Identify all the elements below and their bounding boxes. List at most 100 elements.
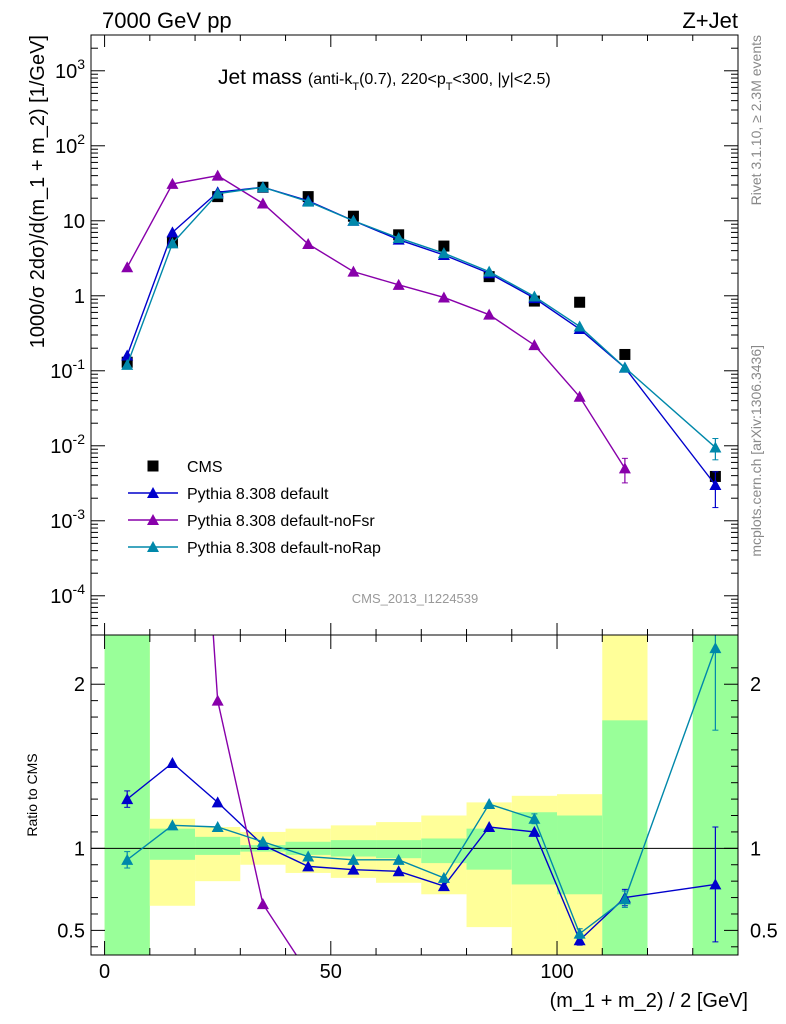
ratio-frame (90, 634, 739, 956)
ratio-point-noRap (256, 835, 269, 847)
y-tick-label: 1 (74, 286, 85, 308)
data-point-noFsr (302, 238, 315, 250)
ratio-point-noRap (392, 853, 405, 865)
legend-marker (147, 487, 159, 498)
data-point-noFsr (392, 278, 405, 290)
main-y-axis-label: 1000/σ 2dσ)/d(m_1 + m_2) [1/GeV] (27, 35, 49, 348)
series-line-noFsr (126, 174, 626, 469)
title-detail-part: (0.7), 220<p (359, 71, 446, 88)
title-detail-part: <300, |y|<2.5) (453, 71, 551, 88)
y-tick-label: 103 (55, 56, 85, 83)
ratio-band-green (466, 828, 512, 870)
data-point-noFsr (166, 177, 179, 189)
data-point-noRap (709, 441, 722, 453)
ratio-point-default (211, 796, 224, 808)
data-point-noRap (302, 195, 315, 207)
ratio-point-default (528, 825, 541, 837)
ratio-point-noRap (483, 798, 496, 810)
x-axis-label: (m_1 + m_2) / 2 [GeV] (550, 990, 748, 1012)
data-point-noRap (528, 290, 541, 302)
data-point-noRap (392, 231, 405, 243)
data-point-noRap (573, 320, 586, 332)
ratio-point-default (302, 860, 315, 872)
y-tick-label: 10-2 (50, 431, 85, 458)
ratio-y-tick-label-right: 0.5 (750, 920, 778, 942)
data-point-cms (574, 296, 586, 308)
ratio-band-green (602, 720, 648, 955)
ratio-axes: 0.5 0.5 1 1 2 2 0 50 100 (57, 634, 778, 983)
ratio-point-noRap (437, 871, 450, 883)
ratio-point-default (483, 821, 496, 832)
ratio-series-noRap (121, 635, 722, 940)
data-point-noRap (166, 237, 179, 249)
ratio-band-green (421, 838, 467, 864)
data-point-noFsr (618, 462, 631, 474)
x-tick-label: 50 (320, 961, 342, 983)
legend-item-noFsr: Pythia 8.308 default-noFsr (128, 513, 375, 530)
header-left-label: 7000 GeV pp (102, 8, 232, 33)
data-point-noRap (211, 187, 224, 199)
data-point-noFsr (347, 265, 360, 277)
data-point-noFsr (528, 339, 541, 351)
data-point-noFsr (437, 291, 450, 303)
x-tick-label: 0 (99, 961, 110, 983)
data-point-noFsr (573, 390, 586, 402)
ratio-point-noRap (618, 893, 631, 905)
data-point-noRap (437, 247, 450, 259)
ratio-point-noFsr (256, 898, 269, 910)
series-noFsr (121, 169, 631, 484)
data-point-noRap (618, 361, 631, 373)
ratio-point-default (166, 757, 179, 768)
ratio-bands (104, 635, 738, 955)
ratio-band-green (376, 840, 422, 859)
data-point-noRap (347, 214, 360, 226)
legend-label: CMS (187, 459, 223, 476)
ratio-point-noRap (573, 927, 586, 939)
series-line-noRap (126, 186, 716, 448)
ratio-point-default (392, 865, 405, 877)
legend-marker (147, 541, 159, 552)
ratio-y-tick-label-right: 2 (750, 674, 761, 696)
data-point-noRap (256, 181, 269, 193)
data-point-default (166, 226, 179, 238)
legend-item-default: Pythia 8.308 default (128, 486, 329, 503)
analysis-watermark: CMS_2013_I1224539 (352, 591, 479, 606)
ratio-point-noFsr (211, 694, 224, 706)
title-detail-part: (anti-k (308, 71, 353, 88)
y-tick-label: 10 (63, 211, 85, 233)
plot-title-detail: (anti-kT(0.7), 220<pT<300, |y|<2.5) (308, 71, 551, 93)
ratio-point-noRap (166, 819, 179, 831)
ratio-y-tick-label-right: 1 (750, 838, 761, 860)
ratio-band-green (195, 836, 241, 855)
plot-title: Jet mass (anti-kT(0.7), 220<pT<300, |y|<… (218, 66, 551, 93)
data-point-cms (619, 348, 631, 360)
subscript-T: T (352, 81, 359, 93)
subscript-T: T (446, 81, 453, 93)
header-right-label: Z+Jet (682, 8, 738, 33)
ratio-point-default (709, 878, 722, 890)
y-tick-label: 102 (55, 131, 85, 158)
ratio-point-default (437, 880, 450, 892)
data-point-noRap (483, 265, 496, 277)
ratio-series-noFsr (211, 635, 298, 955)
data-point-noFsr (211, 169, 224, 181)
ratio-point-noRap (528, 812, 541, 824)
main-data-layer (121, 169, 722, 509)
ratio-y-tick-label: 1 (74, 838, 85, 860)
legend-marker (147, 514, 159, 525)
ratio-point-noRap (302, 850, 315, 862)
y-tick-label: 10-1 (50, 356, 85, 383)
ratio-y-tick-label: 2 (74, 674, 85, 696)
ratio-y-axis-label: Ratio to CMS (24, 753, 40, 836)
rivet-version-label: Rivet 3.1.10, ≥ 2.3M events (748, 35, 764, 205)
ratio-data-layer (91, 635, 738, 955)
plot-title-main: Jet mass (218, 66, 302, 89)
y-tick-label: 10-4 (50, 581, 85, 608)
legend-marker (147, 460, 159, 472)
legend-item-noRap: Pythia 8.308 default-noRap (128, 540, 381, 557)
data-point-noFsr (121, 261, 134, 273)
legend: CMS Pythia 8.308 default Pythia 8.308 defa… (128, 459, 381, 557)
ratio-point-noRap (347, 853, 360, 865)
main-axes: 10-4 10-3 10-2 10-1 1 10 102 103 (50, 34, 739, 636)
